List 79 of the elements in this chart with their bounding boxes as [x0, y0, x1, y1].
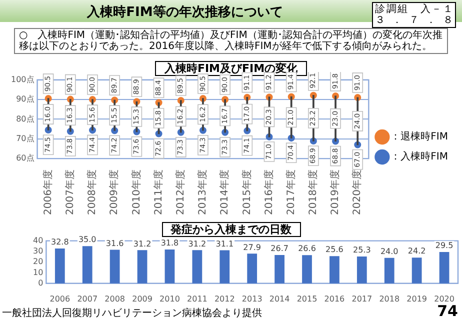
data-label: 26.6 — [298, 244, 316, 254]
x-tick-label: 2006 — [50, 294, 70, 304]
data-label: 31.6 — [106, 238, 124, 248]
chart-title: 発症から入棟までの日数 — [162, 222, 300, 237]
x-tick-label: 2009 — [132, 294, 152, 304]
x-tick-label: 2018年度 — [307, 170, 320, 216]
x-tick-label: 2018 — [379, 294, 400, 304]
x-tick-label: 2020年度 — [351, 170, 364, 216]
bar — [302, 255, 312, 284]
bar — [192, 250, 202, 284]
bar — [164, 250, 175, 284]
x-tick-label: 2011年度 — [152, 170, 164, 216]
y-tick-label: 40 — [32, 236, 44, 245]
data-label: 31.2 — [133, 239, 152, 248]
x-tick-label: 2017年度 — [284, 170, 297, 216]
bar — [247, 254, 258, 284]
y-tick-label: 60点 — [16, 154, 34, 163]
x-tick-label: 2013 — [242, 294, 262, 304]
x-tick-label: 2014 — [269, 294, 290, 304]
x-tick-label: 2006年度 — [42, 170, 54, 216]
y-tick-label: 70点 — [16, 134, 34, 143]
y-tick-label: 0 — [38, 278, 44, 288]
x-tick-label: 2008年度 — [86, 170, 98, 216]
y-tick-label: 30 — [32, 246, 44, 256]
bar — [356, 256, 367, 284]
text: ３．７．８ — [375, 15, 453, 26]
bar — [330, 256, 340, 284]
bar — [412, 258, 422, 284]
data-label: 24.2 — [408, 246, 426, 256]
x-tick-label: 2008 — [104, 294, 125, 304]
data-label: 24.0 — [380, 246, 398, 256]
x-tick-label: 2019年度 — [329, 170, 342, 216]
x-tick-label: 2007年度 — [64, 170, 76, 216]
x-tick-label: 2011 — [187, 294, 208, 304]
x-tick-label: 2010年度 — [130, 170, 142, 216]
bar — [54, 248, 65, 284]
x-tick-label: 2019 — [406, 294, 427, 304]
bar — [110, 250, 120, 284]
text: 74 — [437, 302, 458, 320]
legend-label: ：退棟時FIM — [390, 130, 448, 143]
x-tick-label: 2017 — [352, 294, 372, 304]
data-label: 29.5 — [435, 241, 454, 250]
x-tick-label: 2014年度 — [218, 170, 231, 216]
x-tick-label: 2012 — [214, 294, 235, 304]
text: 一般社団法人回復期リハビリテーション病棟協会より提供 — [2, 308, 262, 319]
text: ○ 入棟時FIM（運動･認知合計の平均値）及びFIM（運動･認知合計の平均値）の変化の年次推移は以下のとおりであった。2016年度以降、入棟時FIMが経年で低下する傾向がみられた。 — [14, 28, 448, 54]
bar — [82, 246, 92, 284]
x-tick-label: 2012年度 — [174, 170, 186, 216]
y-tick-label: 20 — [32, 257, 44, 266]
data-label: 31.8 — [160, 238, 179, 248]
x-tick-label: 2016年度 — [262, 170, 275, 216]
bar — [274, 254, 284, 284]
data-label: 25.3 — [353, 246, 371, 255]
x-tick-label: 2010 — [160, 294, 180, 304]
data-label: 26.7 — [270, 244, 288, 254]
bar — [384, 258, 394, 284]
x-tick-label: 2015年度 — [240, 170, 253, 216]
legend-label: ：入棟時FIM — [390, 150, 448, 163]
y-tick-label: 100点 — [10, 74, 34, 84]
data-label: 25.6 — [326, 245, 344, 254]
bar — [137, 250, 148, 284]
text: 診調組 入－１ — [375, 4, 453, 15]
bar — [220, 250, 230, 284]
data-label: 27.9 — [243, 242, 261, 252]
x-tick-label: 2016 — [324, 294, 345, 304]
data-label: 32.8 — [51, 238, 69, 247]
x-tick-label: 2009年度 — [108, 170, 120, 216]
text: 入棟時FIM等の年次推移について — [86, 4, 284, 21]
data-label: 31.1 — [216, 239, 234, 248]
y-tick-label: 90点 — [16, 94, 34, 104]
data-label: 31.2 — [188, 239, 206, 248]
y-tick-label: 10 — [32, 268, 44, 277]
y-tick-label: 80点 — [16, 114, 34, 124]
data-label: 35.0 — [78, 235, 96, 244]
x-tick-label: 2013年度 — [196, 170, 209, 216]
x-tick-label: 2007 — [77, 294, 98, 304]
bar — [439, 252, 450, 284]
x-tick-label: 2020 — [434, 294, 454, 304]
x-tick-label: 2015 — [296, 294, 318, 304]
